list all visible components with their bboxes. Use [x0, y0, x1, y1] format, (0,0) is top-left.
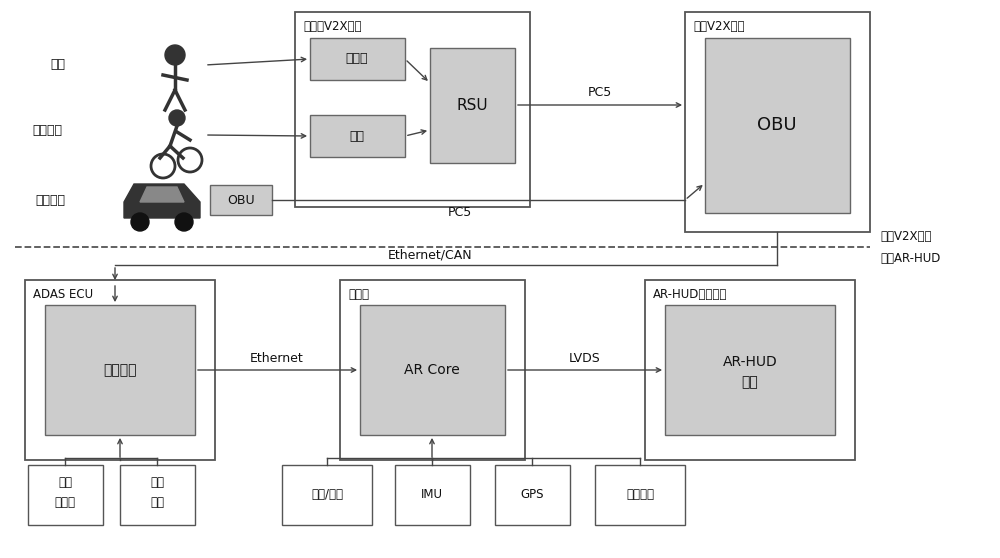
Text: PC5: PC5 — [448, 205, 472, 219]
Text: 雷达: 雷达 — [150, 497, 164, 509]
Bar — [395, 465, 470, 525]
Text: ADAS ECU: ADAS ECU — [33, 287, 93, 301]
Text: 摄像头: 摄像头 — [346, 52, 368, 65]
Bar — [645, 280, 855, 460]
Text: 车机端: 车机端 — [348, 287, 369, 301]
Bar — [120, 465, 195, 525]
Bar — [360, 305, 505, 435]
Circle shape — [165, 45, 185, 65]
Text: Ethernet/CAN: Ethernet/CAN — [388, 248, 472, 262]
Bar — [45, 305, 195, 435]
Text: 车辆状态: 车辆状态 — [626, 488, 654, 502]
Text: AR Core: AR Core — [404, 363, 460, 377]
Circle shape — [169, 110, 185, 126]
Bar — [295, 12, 530, 207]
Text: OBU: OBU — [227, 194, 255, 206]
Text: OBU: OBU — [757, 116, 797, 134]
Text: GPS: GPS — [520, 488, 544, 502]
Bar — [495, 465, 570, 525]
Bar — [705, 38, 850, 213]
Text: IMU: IMU — [421, 488, 443, 502]
Text: 路侧端V2X设备: 路侧端V2X设备 — [303, 20, 362, 32]
Text: 摄像头: 摄像头 — [54, 497, 76, 509]
Text: AR-HUD: AR-HUD — [723, 355, 777, 369]
Bar — [28, 465, 103, 525]
Text: LVDS: LVDS — [569, 352, 601, 364]
Circle shape — [131, 213, 149, 231]
Text: 感知算法: 感知算法 — [103, 363, 137, 377]
Bar — [310, 38, 405, 80]
Text: 导航/地图: 导航/地图 — [311, 488, 343, 502]
Text: PC5: PC5 — [588, 86, 612, 99]
Polygon shape — [140, 187, 184, 202]
Bar — [282, 465, 372, 525]
Text: 成像: 成像 — [742, 375, 758, 389]
Bar — [430, 48, 515, 163]
Text: 非机动车: 非机动车 — [32, 123, 62, 137]
Bar — [340, 280, 525, 460]
Text: 融合V2X信息: 融合V2X信息 — [880, 230, 932, 243]
Text: 传统AR-HUD: 传统AR-HUD — [880, 253, 940, 266]
Text: 车载: 车载 — [58, 477, 72, 489]
Text: 行人: 行人 — [50, 59, 65, 71]
Bar — [665, 305, 835, 435]
Bar — [685, 12, 870, 232]
Bar — [25, 280, 215, 460]
Bar — [210, 185, 272, 215]
Circle shape — [175, 213, 193, 231]
Text: 雷达: 雷达 — [350, 129, 364, 142]
Text: 车载: 车载 — [150, 477, 164, 489]
Text: AR-HUD光学组件: AR-HUD光学组件 — [653, 287, 727, 301]
Text: RSU: RSU — [456, 98, 488, 113]
Polygon shape — [124, 184, 200, 218]
Bar — [595, 465, 685, 525]
Text: 其他车辆: 其他车辆 — [35, 194, 65, 206]
Text: 车端V2X设备: 车端V2X设备 — [693, 20, 744, 32]
Bar — [310, 115, 405, 157]
Text: Ethernet: Ethernet — [250, 352, 304, 364]
